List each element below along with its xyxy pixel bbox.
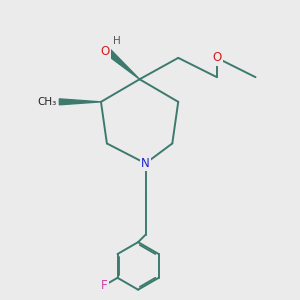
Text: O: O <box>212 51 221 64</box>
Text: F: F <box>101 279 107 292</box>
Text: N: N <box>141 157 150 170</box>
Text: CH₃: CH₃ <box>38 97 57 107</box>
Polygon shape <box>59 99 101 105</box>
Text: O: O <box>101 45 110 58</box>
Text: H: H <box>113 36 121 46</box>
Polygon shape <box>106 50 140 79</box>
